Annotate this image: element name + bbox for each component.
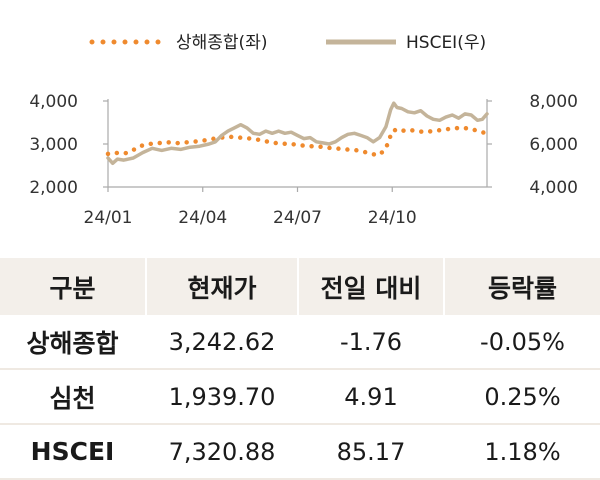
x-tick-label: 24/01 <box>84 208 133 228</box>
quote-table: 구분 현재가 전일 대비 등락률 상해종합 3,242.62 -1.76 -0.… <box>0 258 600 480</box>
y-left-tick-label: 4,000 <box>29 92 78 112</box>
table-header-row: 구분 현재가 전일 대비 등락률 <box>0 258 600 315</box>
row-change: -1.76 <box>298 315 445 370</box>
y-left-tick-label: 2,000 <box>29 178 78 198</box>
chart-axes: 4,000 3,000 2,000 8,000 6,000 4,000 24/01 24/04… <box>29 92 578 228</box>
x-tick-label: 24/04 <box>178 208 227 228</box>
chart-legend: 상해종합(좌) HSCEI(우) <box>89 33 486 53</box>
chart-plot-area <box>105 101 490 166</box>
row-change: 85.17 <box>298 424 445 480</box>
table-row-shenzhen: 심천 1,939.70 4.91 0.25% <box>0 369 600 425</box>
row-price: 1,939.70 <box>146 369 299 425</box>
x-tick-label: 24/07 <box>273 208 322 228</box>
row-name: HSCEI <box>0 424 147 480</box>
row-name: 상해종합 <box>0 315 147 370</box>
header-change: 전일 대비 <box>298 258 445 315</box>
header-rate: 등락률 <box>444 258 600 315</box>
row-rate: -0.05% <box>444 315 600 370</box>
row-price: 3,242.62 <box>146 315 299 370</box>
row-rate: 0.25% <box>444 369 600 425</box>
header-price: 현재가 <box>146 258 299 315</box>
legend-label-shanghai: 상해종합(좌) <box>176 33 267 53</box>
y-left-tick-label: 3,000 <box>29 135 78 155</box>
y-right-tick-label: 4,000 <box>529 178 578 198</box>
table-row-hscei: HSCEI 7,320.88 85.17 1.18% <box>0 424 600 480</box>
legend-label-hscei: HSCEI(우) <box>406 33 486 53</box>
table-row-shanghai: 상해종합 3,242.62 -1.76 -0.05% <box>0 315 600 370</box>
header-category: 구분 <box>0 258 147 315</box>
series-line-hscei <box>106 101 489 166</box>
y-right-tick-label: 8,000 <box>529 92 578 112</box>
index-chart: 상해종합(좌) HSCEI(우) 4,000 3,000 2,000 8,000 6,00… <box>29 33 578 228</box>
row-rate: 1.18% <box>444 424 600 480</box>
row-change: 4.91 <box>298 369 445 425</box>
x-tick-label: 24/10 <box>368 208 417 228</box>
y-right-tick-label: 6,000 <box>529 135 578 155</box>
row-name: 심천 <box>0 369 147 425</box>
row-price: 7,320.88 <box>146 424 299 480</box>
